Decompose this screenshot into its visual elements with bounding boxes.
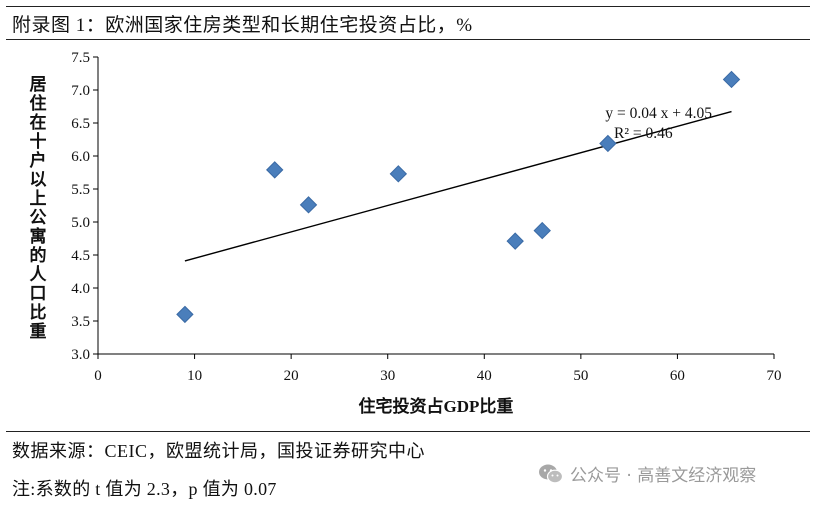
y-tick-label: 7.0 xyxy=(71,83,90,99)
data-point xyxy=(299,196,318,214)
data-point xyxy=(533,221,551,240)
chart-axes: 3.0 3.5 4.0 4.5 5.0 5.5 6.0 6.5 7.0 7.5 0 10 20 30 40 5… xyxy=(71,50,781,384)
x-tick-label: 60 xyxy=(670,368,685,384)
x-tick-label: 10 xyxy=(187,368,202,384)
figure-title: 附录图 1：欧洲国家住房类型和长期住宅投资占比，% xyxy=(12,15,473,36)
y-tick-label: 6.0 xyxy=(71,149,90,165)
y-tick-label: 4.5 xyxy=(71,248,90,264)
data-point xyxy=(506,232,524,250)
y-axis-title: 居住在十户以上公寓的人口比重 xyxy=(30,75,48,341)
title-underline-rule xyxy=(6,39,810,40)
x-axis-title: 住宅投资占GDP比重 xyxy=(359,396,514,416)
y-tick-label: 3.0 xyxy=(71,347,90,363)
x-tick-label: 50 xyxy=(573,368,588,384)
r-squared-label: R² = 0.46 xyxy=(614,125,673,142)
trendline-group xyxy=(184,110,732,262)
y-tick-label: 4.0 xyxy=(71,281,90,297)
trendline-equation: y = 0.04 x + 4.05 xyxy=(605,105,712,122)
y-tick-label: 6.5 xyxy=(71,116,90,132)
x-tick-label: 40 xyxy=(477,368,492,384)
footer-rule xyxy=(6,431,810,432)
data-point xyxy=(389,165,408,183)
y-tick-label: 5.0 xyxy=(71,215,90,231)
y-tick-label: 3.5 xyxy=(71,314,90,330)
watermark-text: 公众号 · 高善文经济观察 xyxy=(570,466,757,486)
x-tick-label: 20 xyxy=(284,368,299,384)
chart-labels: y = 0.04 x + 4.05 R² = 0.46 住宅投资占GDP比重 居住在十… xyxy=(30,75,713,416)
data-points xyxy=(176,70,741,324)
x-tick-label: 70 xyxy=(767,368,782,384)
wechat-icon xyxy=(539,464,564,483)
x-tick-label: 0 xyxy=(94,368,102,384)
data-point xyxy=(599,134,617,153)
data-point xyxy=(722,70,741,89)
top-rule xyxy=(6,6,810,7)
y-tick-label: 5.5 xyxy=(71,182,90,198)
data-point xyxy=(176,305,194,324)
x-tick-label: 30 xyxy=(380,368,395,384)
data-source: 数据来源：CEIC，欧盟统计局，国投证券研究中心 xyxy=(12,441,425,461)
watermark: 公众号 · 高善文经济观察 xyxy=(538,461,756,486)
data-point xyxy=(266,161,284,179)
footnote: 注:系数的 t 值为 2.3，p 值为 0.07 xyxy=(12,479,277,499)
trendline xyxy=(184,110,732,262)
y-tick-label: 7.5 xyxy=(71,50,90,66)
